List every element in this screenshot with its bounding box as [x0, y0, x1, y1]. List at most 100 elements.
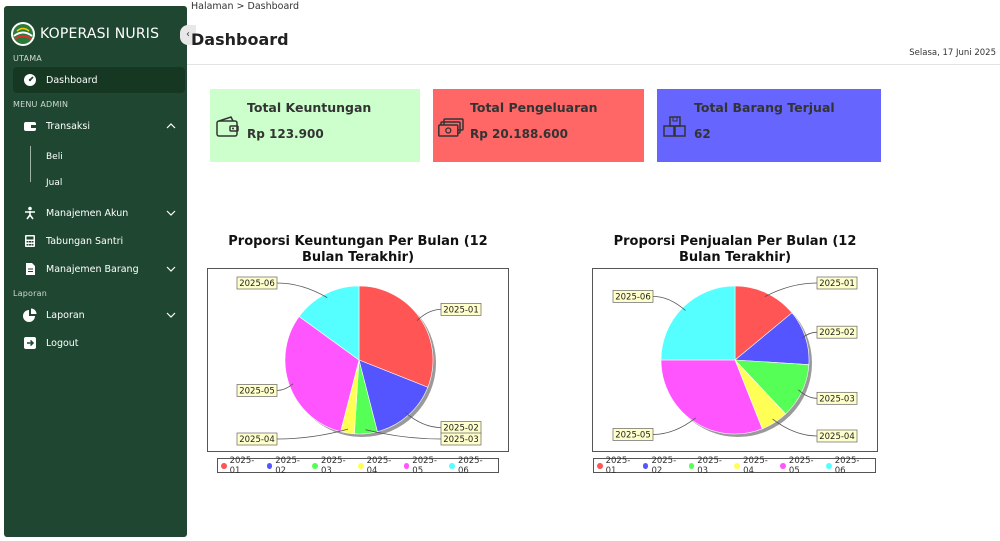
- legend-label: 2025-06: [457, 455, 483, 476]
- legend-item-2025-05: 2025-05: [403, 455, 446, 476]
- card-title: Total Pengeluaran: [470, 100, 598, 115]
- sidebar-item-label: Dashboard: [46, 74, 98, 86]
- legend-dot: [642, 462, 649, 469]
- pie-label-2025-06: 2025-06: [615, 292, 651, 302]
- pie-label-box: [816, 429, 858, 443]
- wallet-icon: [216, 116, 239, 137]
- sidebar-item-manajemen-akun[interactable]: Manajemen Akun: [13, 200, 185, 226]
- breadcrumb: Halaman > Dashboard: [191, 1, 300, 12]
- pie-slice-2025-02[interactable]: [358, 359, 429, 433]
- legend-dot: [826, 462, 832, 469]
- sidebar-item-logout[interactable]: Logout: [13, 330, 185, 356]
- brand[interactable]: KOPERASI NURIS: [10, 14, 159, 54]
- legend-item-2025-01: 2025-01: [221, 456, 263, 476]
- chevron-down-icon[interactable]: [165, 207, 177, 219]
- card-value: Rp 123.900: [247, 127, 324, 141]
- pie-leader-line: [276, 383, 294, 391]
- pie-slice-2025-05[interactable]: [284, 316, 360, 433]
- collapse-icon[interactable]: ‹: [180, 25, 196, 45]
- sidebar-item-label: Transaksi: [46, 120, 91, 132]
- sidebar-subitem-beli[interactable]: Beli: [46, 152, 63, 162]
- legend-item-2025-02: 2025-02: [642, 455, 685, 476]
- legend-item-2025-03: 2025-03: [688, 455, 731, 476]
- card-title: Total Barang Terjual: [694, 100, 835, 115]
- calculator-icon: [23, 234, 37, 248]
- pie-slice-2025-05[interactable]: [660, 359, 763, 435]
- boxes-icon: [663, 116, 686, 137]
- money-icon: [438, 118, 464, 137]
- chart-title-keuntungan: Proporsi Keuntungan Per Bulan (12 Bulan …: [207, 234, 509, 266]
- pie-leader-line: [798, 389, 818, 399]
- sidebar-item-dashboard[interactable]: Dashboard: [13, 67, 185, 93]
- card-title: Total Keuntungan: [247, 100, 372, 115]
- pie-label-2025-03: 2025-03: [819, 394, 855, 404]
- legend-dot: [734, 462, 741, 469]
- chevron-down-icon[interactable]: [165, 309, 177, 321]
- legend-dot: [358, 462, 364, 469]
- legend-label: 2025-03: [697, 455, 722, 476]
- legend-label: 2025-05: [412, 455, 437, 476]
- sidebar-item-transaksi[interactable]: Transaksi: [13, 113, 185, 139]
- pie-label-2025-01: 2025-01: [443, 305, 479, 315]
- pie-leader-line: [652, 417, 696, 435]
- card-total-barang-terjual[interactable]: Total Barang Terjual 62: [657, 89, 881, 162]
- pie-label-2025-04: 2025-04: [239, 435, 275, 445]
- chevron-down-icon[interactable]: [165, 263, 177, 275]
- card-total-keuntungan[interactable]: Total Keuntungan Rp 123.900: [210, 89, 420, 162]
- pie-label-box: [236, 432, 278, 446]
- pie-label-2025-03: 2025-03: [443, 435, 479, 445]
- pie-label-box: [236, 384, 278, 397]
- legend-item-2025-04: 2025-04: [358, 456, 400, 476]
- sidebar-item-manajemen-barang[interactable]: Manajemen Barang: [13, 256, 185, 282]
- pie-leader-line: [276, 428, 349, 440]
- legend-item-2025-05: 2025-05: [780, 456, 822, 476]
- dashboard-gauge-icon: [23, 73, 37, 87]
- pie-icon: [23, 308, 37, 322]
- pie-label-box: [440, 432, 482, 446]
- current-date: Selasa, 17 Juni 2025: [909, 48, 996, 58]
- chart-title-penjualan: Proporsi Penjualan Per Bulan (12 Bulan T…: [592, 234, 878, 266]
- legend-dot: [597, 462, 603, 469]
- legend-label: 2025-01: [229, 455, 255, 476]
- legend-dot: [403, 462, 410, 469]
- sidebar-item-tabungan-santri[interactable]: Tabungan Santri: [13, 228, 185, 254]
- card-value: 62: [694, 127, 711, 141]
- pie-chart-svg: 2025-01 2025-02 2025-03 2025-04 2025-05 2025-…: [612, 276, 858, 443]
- document-icon: [23, 262, 37, 276]
- pie-slice-2025-06[interactable]: [660, 285, 736, 361]
- legend-item-2025-04: 2025-04: [734, 456, 776, 476]
- pie-leader-line: [365, 429, 442, 440]
- pie-chart-penjualan: 2025-01 2025-02 2025-03 2025-04 2025-05 2025-…: [592, 268, 878, 452]
- card-value: Rp 20.188.600: [470, 127, 568, 141]
- sidebar-item-laporan[interactable]: Laporan: [13, 302, 185, 328]
- pie-slice-2025-01[interactable]: [734, 285, 793, 361]
- wallet-icon: [23, 119, 37, 133]
- sidebar-subitem-jual[interactable]: Jual: [46, 178, 63, 188]
- pie-label-2025-04: 2025-04: [819, 432, 855, 442]
- legend-item-2025-02: 2025-02: [266, 456, 309, 476]
- pie-slice-2025-06[interactable]: [298, 285, 360, 361]
- page-title: Dashboard: [191, 30, 289, 49]
- pie-leader-line: [764, 282, 818, 298]
- pie-label-2025-02: 2025-02: [443, 424, 479, 434]
- card-total-pengeluaran[interactable]: Total Pengeluaran Rp 20.188.600: [433, 89, 644, 162]
- chart-title-line: Bulan Terakhir): [301, 250, 415, 265]
- pie-label-box: [816, 391, 858, 405]
- legend-dot: [688, 462, 695, 469]
- chevron-up-icon[interactable]: [165, 120, 177, 132]
- pie-label-box: [612, 290, 654, 303]
- pie-slice-2025-01[interactable]: [358, 285, 434, 388]
- tree-line: [30, 146, 31, 182]
- pie-leader-line: [801, 331, 818, 339]
- pie-label-box: [440, 303, 482, 316]
- pie-label-box: [816, 276, 858, 290]
- chart-title-line: Proporsi Keuntungan Per Bulan (12: [228, 234, 488, 249]
- legend-label: 2025-02: [651, 455, 677, 476]
- chart-title-line: Proporsi Penjualan Per Bulan (12: [613, 234, 857, 249]
- user-walk-icon: [23, 206, 37, 220]
- brand-name: KOPERASI NURIS: [40, 26, 160, 42]
- sidebar-item-label: Tabungan Santri: [46, 235, 124, 247]
- pie-leader-line: [405, 412, 442, 428]
- legend-label: 2025-06: [834, 455, 860, 476]
- header-divider: [187, 64, 1000, 65]
